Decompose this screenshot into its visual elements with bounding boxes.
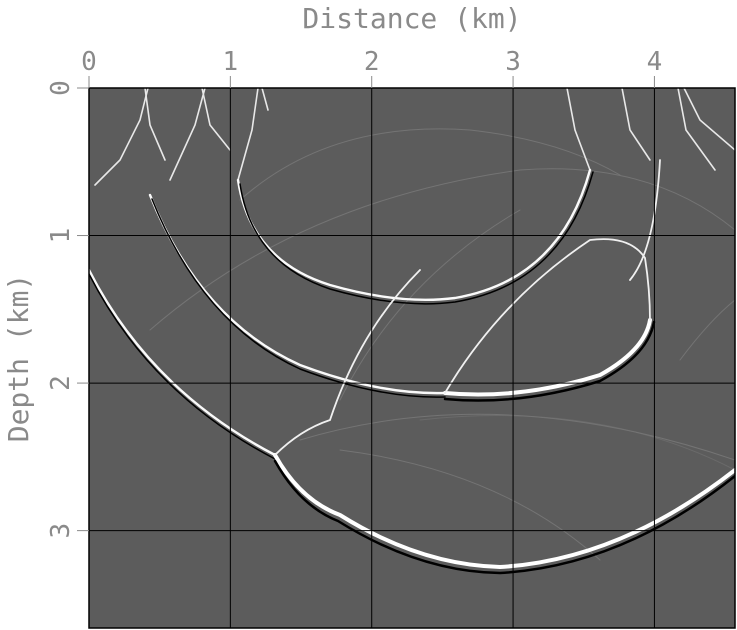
y-tick-label: 1 xyxy=(46,228,76,244)
wavefronts xyxy=(89,88,735,575)
y-tick-label: 0 xyxy=(46,80,76,96)
plot-frame xyxy=(88,87,736,629)
ticks: 0 1 2 3 4 0 1 2 3 xyxy=(46,47,662,538)
y-tick-label: 3 xyxy=(46,523,76,539)
x-tick-label: 1 xyxy=(223,47,239,77)
x-tick-label: 3 xyxy=(505,47,521,77)
x-tick-label: 4 xyxy=(647,47,663,77)
x-axis-label: Distance (km) xyxy=(302,2,521,35)
y-axis-label: Depth (km) xyxy=(2,274,35,443)
plot-background xyxy=(89,88,735,628)
y-tick-label: 2 xyxy=(46,375,76,391)
x-tick-label: 2 xyxy=(364,47,380,77)
x-tick-label: 0 xyxy=(81,47,97,77)
